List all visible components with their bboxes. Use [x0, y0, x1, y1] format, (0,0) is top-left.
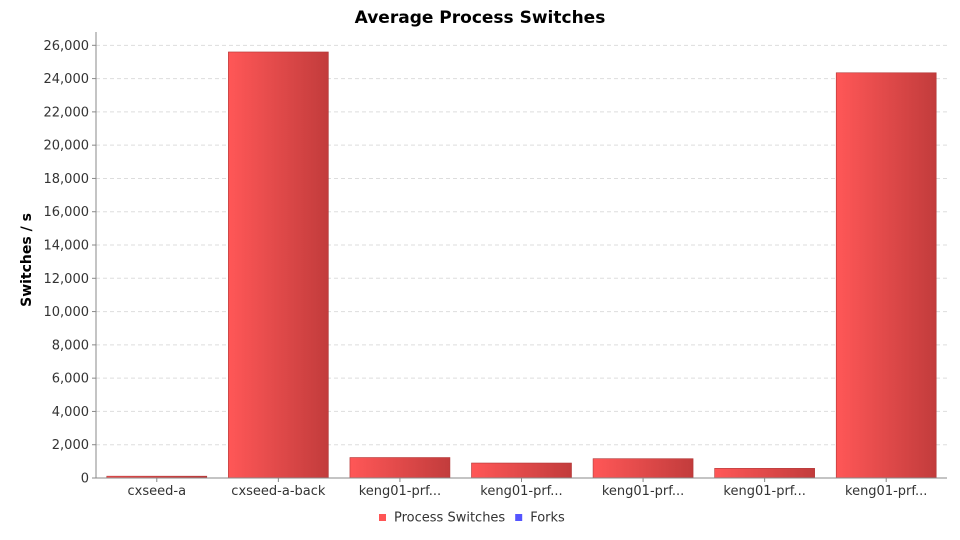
x-tick-label: keng01-prf... [602, 484, 684, 499]
y-tick-label: 0 [81, 472, 89, 487]
bar [228, 51, 329, 479]
y-axis-ticks: 0 2,000 4,000 6,000 8,000 10,000 12,000 14,000 1… [44, 39, 96, 487]
legend-label: Forks [530, 511, 565, 526]
y-tick-label: 24,000 [44, 72, 90, 87]
legend: Process Switches Forks [379, 511, 565, 526]
y-tick-label: 18,000 [44, 172, 90, 187]
gridlines [96, 44, 947, 446]
y-tick-label: 22,000 [44, 105, 90, 120]
y-tick-label: 12,000 [44, 272, 90, 287]
bar [714, 468, 815, 479]
y-tick-label: 20,000 [44, 139, 90, 154]
bar [471, 462, 572, 479]
y-tick-label: 14,000 [44, 239, 90, 254]
y-tick-label: 26,000 [44, 39, 90, 54]
x-tick-label: keng01-prf... [359, 484, 441, 499]
x-tick-label: keng01-prf... [480, 484, 562, 499]
x-tick-label: cxseed-a-back [231, 484, 326, 499]
bars [106, 51, 937, 479]
bar [349, 457, 451, 479]
y-tick-label: 8,000 [52, 338, 89, 353]
bar [835, 72, 937, 479]
legend-swatch [379, 514, 386, 521]
legend-swatch [515, 514, 523, 521]
chart-title: Average Process Switches [355, 8, 606, 28]
x-tick-label: keng01-prf... [723, 484, 805, 499]
legend-label: Process Switches [394, 511, 505, 526]
x-tick-label: cxseed-a [128, 484, 187, 499]
y-axis-label: Switches / s [19, 213, 35, 307]
x-axis-categories: cxseed-a cxseed-a-back keng01-prf... keng01… [128, 478, 927, 499]
y-tick-label: 6,000 [52, 372, 89, 387]
x-tick-label: keng01-prf... [845, 484, 927, 499]
y-tick-label: 2,000 [52, 438, 89, 453]
bar [592, 458, 694, 479]
y-tick-label: 10,000 [44, 305, 90, 320]
y-tick-label: 4,000 [52, 405, 89, 420]
y-tick-label: 16,000 [44, 205, 90, 220]
